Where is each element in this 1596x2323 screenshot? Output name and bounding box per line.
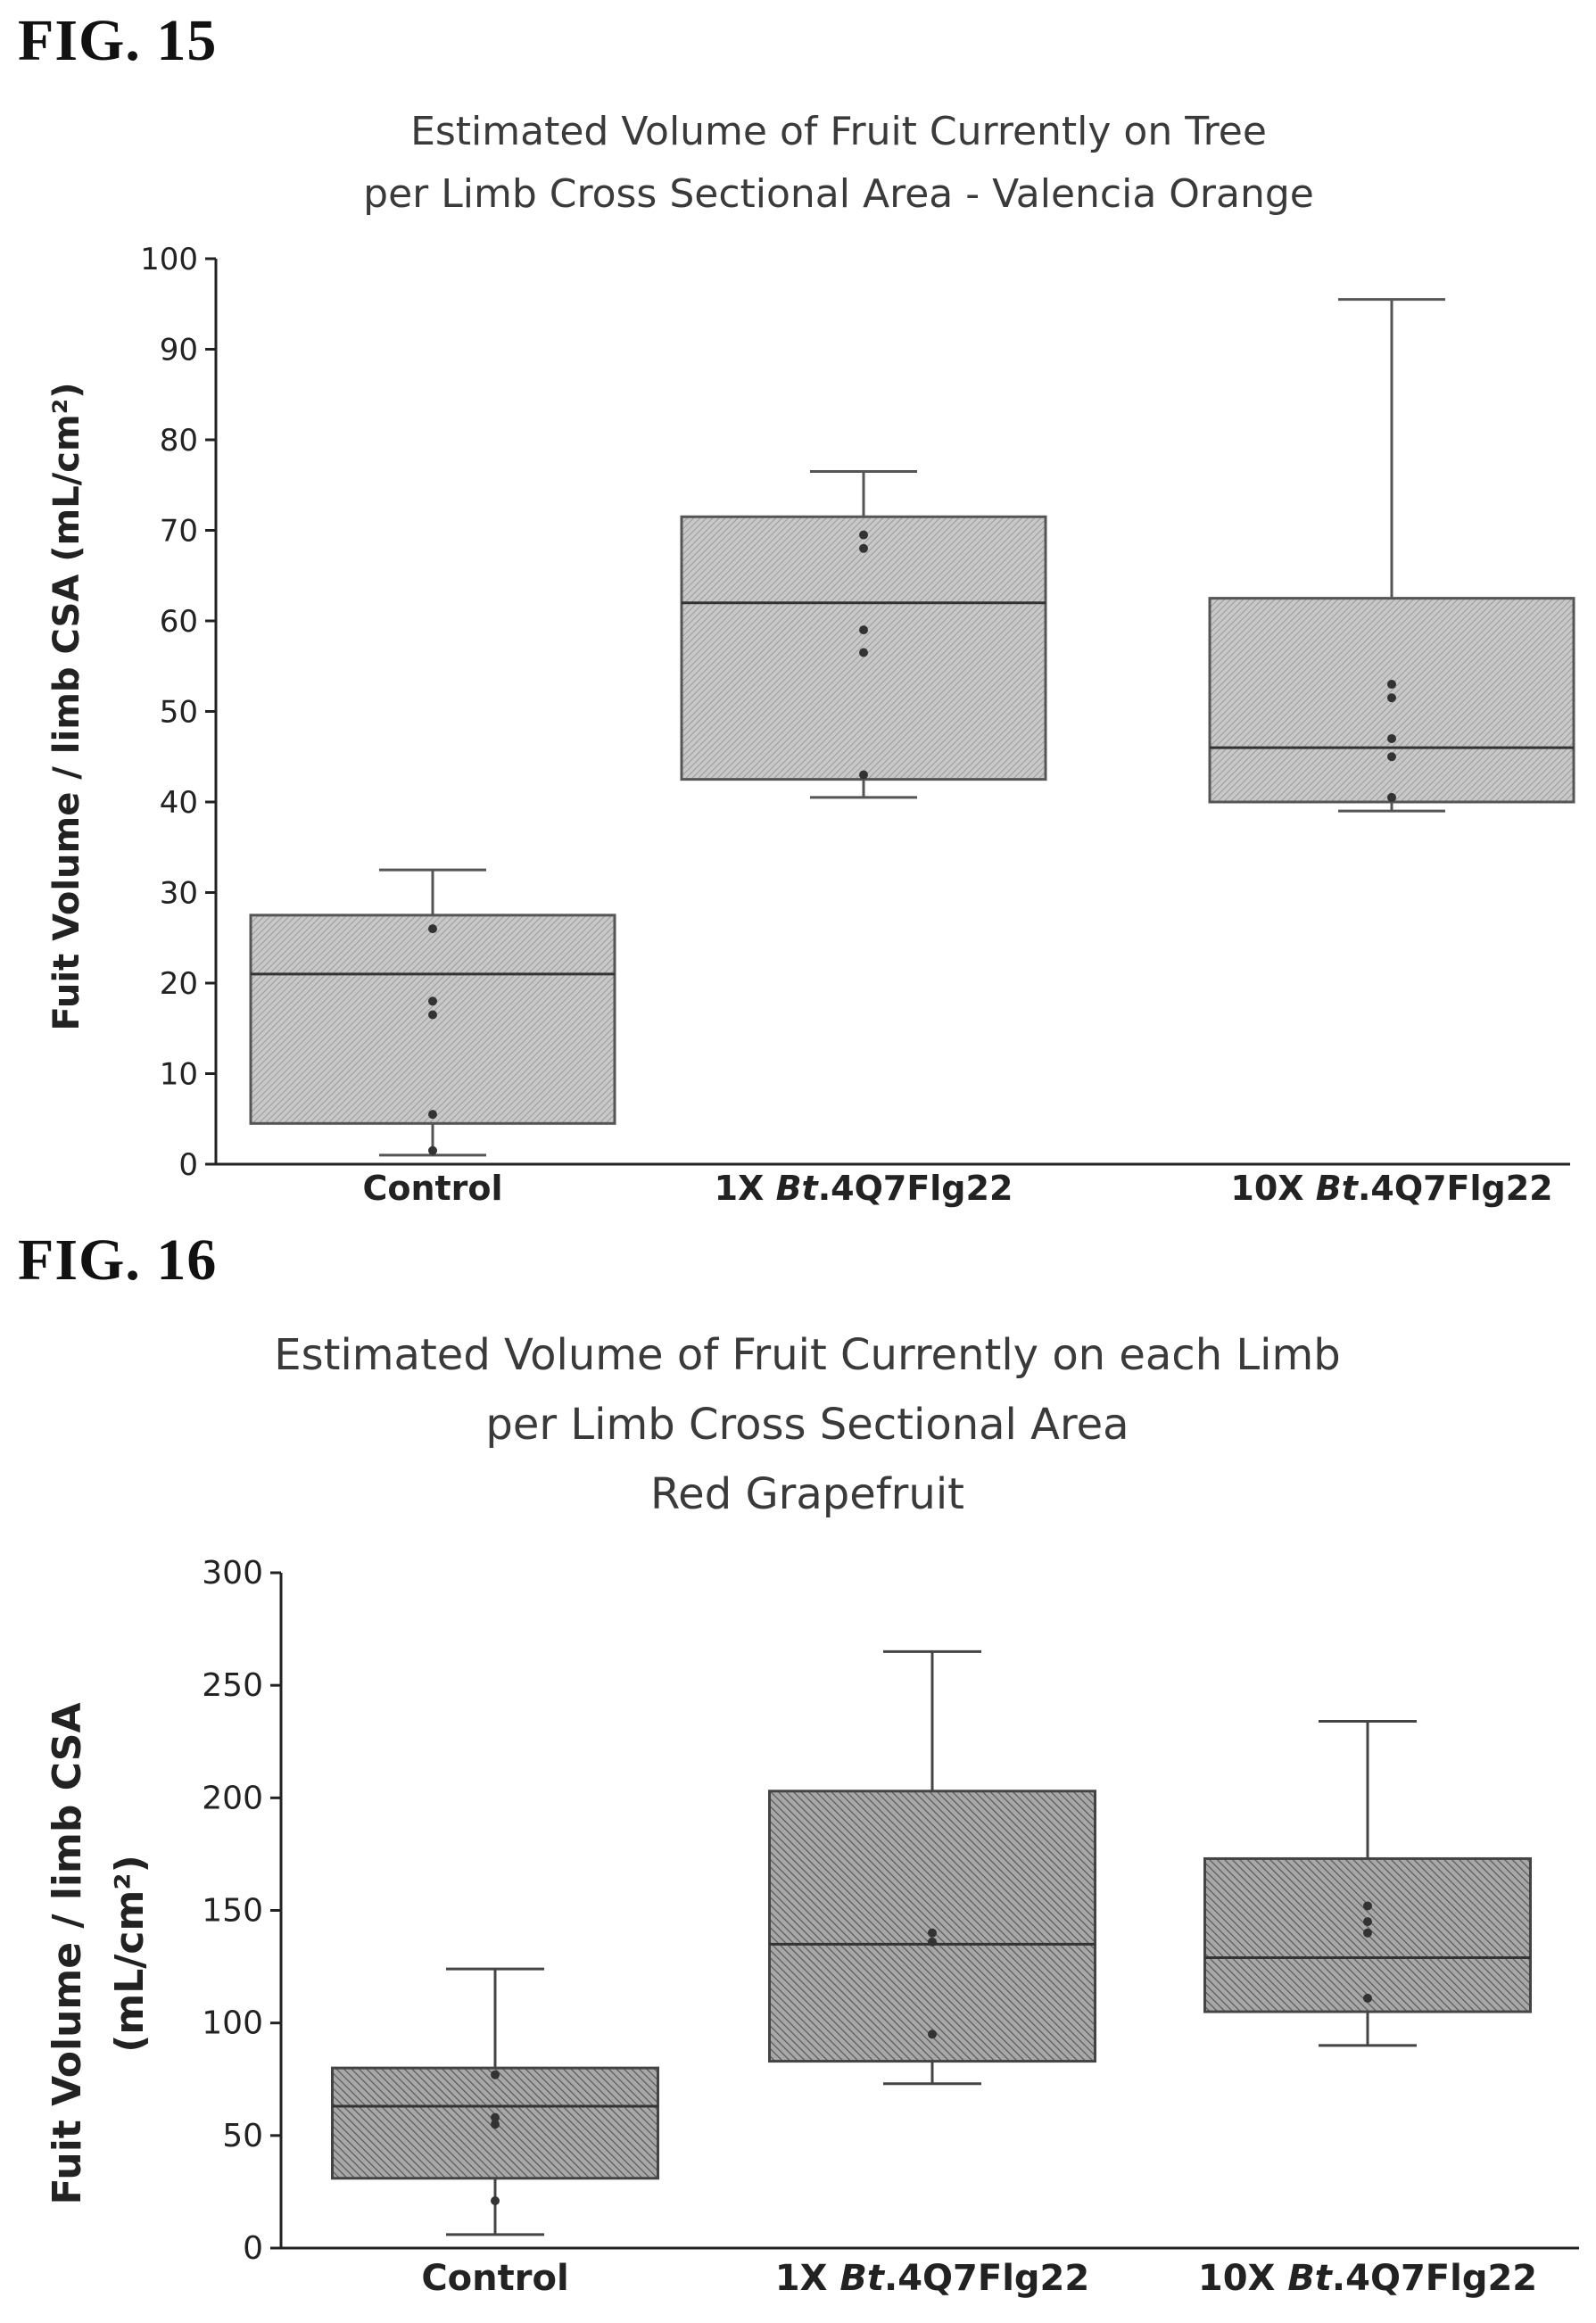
data-point xyxy=(428,1010,437,1020)
y-axis-label-line-2: (mL/cm²) xyxy=(107,1855,153,2052)
data-point xyxy=(491,2112,500,2122)
y-tick-label: 90 xyxy=(160,333,198,368)
category-labels: Control 1X Bt.4Q7Flg22 10X Bt.4Q7Flg22 xyxy=(421,2258,1537,2299)
data-point xyxy=(428,1110,437,1120)
chart-title-line-2: per Limb Cross Sectional Area xyxy=(485,1400,1129,1450)
y-tick-label: 200 xyxy=(202,1780,263,1816)
boxes-group xyxy=(331,1649,1532,2236)
iqr-box xyxy=(680,515,1047,781)
data-point xyxy=(1387,752,1396,762)
y-tick-label: 100 xyxy=(140,242,198,277)
iqr-box xyxy=(249,913,616,1125)
boxes-group xyxy=(249,298,1575,1157)
box-1 xyxy=(680,470,1047,799)
data-point xyxy=(428,996,437,1006)
y-tick-label: 150 xyxy=(202,1893,263,1930)
x-category-label: 1X Bt.4Q7Flg22 xyxy=(715,1169,1013,1208)
y-tick-label: 250 xyxy=(202,1667,263,1704)
y-axis-label: Fuit Volume / limb CSA (mL/cm²) xyxy=(46,383,87,1031)
x-category-label: Control xyxy=(362,1169,502,1208)
y-tick-label: 80 xyxy=(160,423,198,459)
box-2 xyxy=(1208,298,1575,813)
chart-title-line-2: per Limb Cross Sectional Area - Valencia… xyxy=(363,171,1314,217)
data-point xyxy=(491,2196,500,2206)
y-axis-label-line-1: Fuit Volume / limb CSA xyxy=(45,1703,90,2205)
data-point xyxy=(859,648,868,657)
y-tick-label: 0 xyxy=(178,1147,198,1183)
y-tick-label: 0 xyxy=(243,2230,263,2267)
data-point xyxy=(1387,733,1396,743)
data-point xyxy=(1363,1901,1372,1911)
y-tick-label: 300 xyxy=(202,1555,263,1591)
box-0 xyxy=(249,868,616,1157)
box-plot-chart-fig15: Estimated Volume of Fruit Currently on T… xyxy=(46,109,1575,1208)
box-2 xyxy=(1203,1720,1532,2047)
iqr-box xyxy=(768,1790,1096,2063)
box-0 xyxy=(331,1967,659,2236)
data-point xyxy=(1387,693,1396,703)
data-point xyxy=(859,530,868,540)
x-category-label: 10X Bt.4Q7Flg22 xyxy=(1230,1169,1552,1208)
y-tick-label: 50 xyxy=(222,2118,263,2154)
data-point xyxy=(1387,680,1396,690)
y-tick-label: 30 xyxy=(160,876,198,912)
axes: 0 50 100 150 200 250 300 xyxy=(202,1555,1579,2267)
figure-label-15: FIG. 15 xyxy=(18,8,218,73)
category-labels: Control 1X Bt.4Q7Flg22 10X Bt.4Q7Flg22 xyxy=(362,1169,1552,1208)
y-tick-label: 60 xyxy=(160,604,198,640)
data-point xyxy=(1363,1917,1372,1927)
data-point xyxy=(428,924,437,934)
data-point xyxy=(1363,1993,1372,2003)
figure-label-16: FIG. 16 xyxy=(18,1228,218,1293)
data-point xyxy=(928,1937,937,1947)
y-tick-label: 70 xyxy=(160,514,198,550)
data-point xyxy=(1387,792,1396,802)
x-category-label: Control xyxy=(421,2258,568,2299)
y-tick-label: 100 xyxy=(202,2005,263,2042)
data-point xyxy=(859,770,868,780)
x-category-label: 1X Bt.4Q7Flg22 xyxy=(775,2258,1089,2299)
y-tick-label: 50 xyxy=(160,695,198,731)
data-point xyxy=(491,2070,500,2079)
data-point xyxy=(928,2030,937,2039)
data-point xyxy=(491,2120,500,2129)
data-point xyxy=(859,625,868,635)
chart-title-line-3: Red Grapefruit xyxy=(650,1469,964,1519)
y-tick-label: 40 xyxy=(160,785,198,821)
axes: 0 10 20 30 40 50 60 70 80 90 100 xyxy=(140,242,1570,1183)
y-tick-label: 10 xyxy=(160,1057,198,1093)
data-point xyxy=(928,1928,937,1938)
y-tick-label: 20 xyxy=(160,966,198,1002)
chart-title-line-1: Estimated Volume of Fruit Currently on e… xyxy=(274,1330,1340,1380)
data-point xyxy=(1363,1928,1372,1938)
data-point xyxy=(428,1145,437,1155)
box-1 xyxy=(768,1649,1096,2086)
x-category-label: 10X Bt.4Q7Flg22 xyxy=(1198,2258,1537,2299)
data-point xyxy=(859,543,868,553)
chart-title-line-1: Estimated Volume of Fruit Currently on T… xyxy=(410,109,1267,154)
